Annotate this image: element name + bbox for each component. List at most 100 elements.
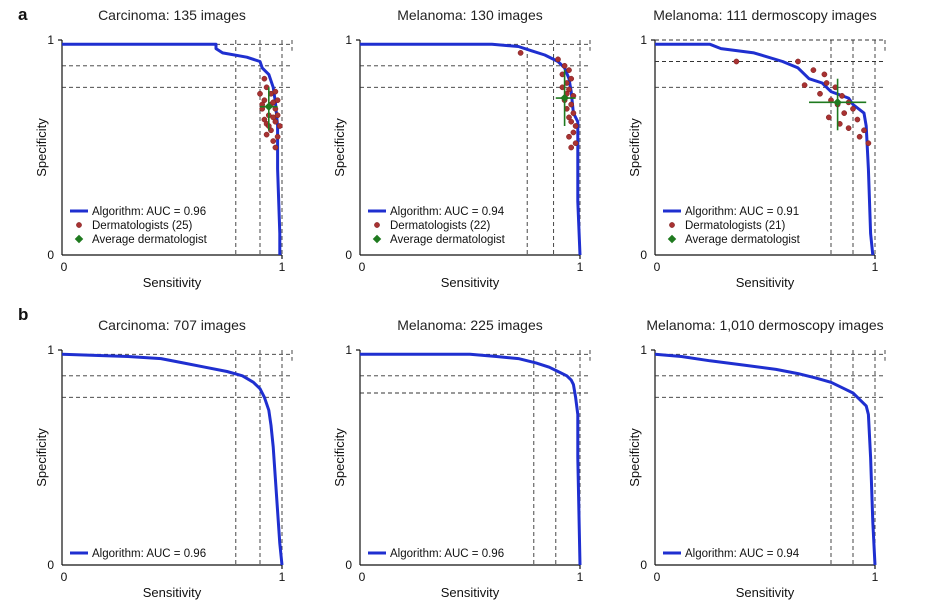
legend-dermatologists-label: Dermatologists (25) <box>92 220 193 232</box>
dermatologist-point <box>261 75 268 82</box>
dermatologist-point <box>517 50 524 56</box>
chart-title: Melanoma: 130 images <box>397 7 543 23</box>
x-tick-label-1: 1 <box>279 570 286 584</box>
dermatologist-point <box>568 118 575 125</box>
chart-6: Melanoma: 1,010 dermoscopy images 1 00 1 Sen… <box>627 317 886 600</box>
x-tick-label-0: 0 <box>359 570 366 584</box>
y-axis-label: Specificity <box>332 428 347 487</box>
algorithm-roc-curve <box>655 42 875 256</box>
dermatologist-point <box>261 116 268 123</box>
x-tick-label-0: 0 <box>654 260 661 274</box>
legend-dermatologists-label: Dermatologists (22) <box>390 220 491 232</box>
dermatologist-point <box>861 127 867 134</box>
y-tick-label-0: 0 <box>640 248 647 262</box>
legend-average-swatch <box>74 234 84 244</box>
average-dermatologist-point <box>264 102 274 111</box>
legend-algorithm-label: Algorithm: AUC = 0.96 <box>92 548 206 560</box>
y-tick-label-0: 0 <box>345 248 352 262</box>
x-axis-label: Sensitivity <box>143 585 202 600</box>
x-tick-label-0: 0 <box>654 570 661 584</box>
dermatologist-point <box>839 93 845 99</box>
dermatologist-point <box>568 101 575 108</box>
average-dermatologist-point <box>833 98 842 107</box>
x-tick-label-1: 1 <box>279 260 286 274</box>
dermatologist-point <box>263 131 270 138</box>
dermatologist-point <box>555 56 561 63</box>
dermatologist-point <box>272 88 279 95</box>
legend-average-swatch <box>372 234 382 244</box>
dermatologist-point <box>572 140 579 147</box>
dermatologist-point <box>274 133 281 140</box>
legend-average-label: Average dermatologist <box>92 234 208 246</box>
x-axis-label: Sensitivity <box>736 275 795 290</box>
chart-title: Melanoma: 111 dermoscopy images <box>653 7 877 23</box>
dermatologist-point <box>566 67 572 73</box>
algorithm-roc-curve <box>61 352 284 566</box>
dermatologist-point <box>865 140 872 147</box>
legend-average-label: Average dermatologist <box>390 234 506 246</box>
dermatologist-point <box>854 116 861 123</box>
chart-title: Carcinoma: 135 images <box>98 7 246 23</box>
y-tick-label-0: 0 <box>345 558 352 572</box>
x-tick-label-0: 0 <box>359 260 366 274</box>
algorithm-roc-curve <box>654 352 877 566</box>
dermatologist-point <box>850 105 856 112</box>
legend-dermatologists-swatch <box>76 222 82 228</box>
legend-algorithm-label: Algorithm: AUC = 0.96 <box>92 206 206 218</box>
x-tick-label-1: 1 <box>577 260 584 274</box>
legend-average-label: Average dermatologist <box>685 234 801 246</box>
legend-algorithm-label: Algorithm: AUC = 0.91 <box>685 206 799 218</box>
dermatologist-point <box>845 125 852 131</box>
dermatologist-point <box>566 133 572 140</box>
y-axis-label: Specificity <box>332 118 347 177</box>
y-tick-label-0: 0 <box>47 248 54 262</box>
dermatologist-point <box>570 129 577 136</box>
y-tick-label-0: 0 <box>47 558 54 572</box>
dermatologist-point <box>276 123 283 129</box>
y-axis-label: Specificity <box>627 428 642 487</box>
y-tick-label-1: 1 <box>345 343 352 357</box>
dermatologist-point <box>823 80 830 86</box>
dermatologist-point <box>856 133 863 140</box>
x-axis-label: Sensitivity <box>441 585 500 600</box>
legend-algorithm-label: Algorithm: AUC = 0.94 <box>390 206 505 218</box>
dermatologist-point <box>841 110 848 116</box>
panel-label-a: a <box>18 5 28 24</box>
dermatologist-point <box>272 118 279 125</box>
x-axis-label: Sensitivity <box>736 585 795 600</box>
y-axis-label: Specificity <box>34 428 49 487</box>
dermatologist-point <box>825 114 832 121</box>
chart-3: Melanoma: 111 dermoscopy images 1 00 1 Sensi… <box>627 7 886 290</box>
legend-algorithm-label: Algorithm: AUC = 0.94 <box>685 548 800 560</box>
y-tick-label-0: 0 <box>640 558 647 572</box>
chart-title: Melanoma: 225 images <box>397 317 543 333</box>
y-tick-label-1: 1 <box>640 33 647 47</box>
legend-dermatologists-swatch <box>374 222 380 228</box>
x-tick-label-1: 1 <box>577 570 584 584</box>
chart-1: Carcinoma: 135 images 1 00 1 Sensitivity Spec… <box>34 7 293 290</box>
x-tick-label-0: 0 <box>61 260 68 274</box>
dermatologist-point <box>570 110 577 116</box>
dermatologist-point <box>568 75 575 82</box>
y-tick-label-1: 1 <box>640 343 647 357</box>
dermatologist-point <box>257 90 263 97</box>
x-tick-label-1: 1 <box>872 570 879 584</box>
legend-dermatologists-swatch <box>669 222 675 228</box>
dermatologist-point <box>817 90 823 97</box>
x-tick-label-1: 1 <box>872 260 879 274</box>
dermatologist-point <box>270 138 277 144</box>
x-axis-label: Sensitivity <box>441 275 500 290</box>
y-axis-label: Specificity <box>627 118 642 177</box>
y-axis-label: Specificity <box>34 118 49 177</box>
dermatologist-point <box>801 82 808 89</box>
algorithm-roc-curve <box>62 42 282 255</box>
legend-dermatologists-label: Dermatologists (21) <box>685 220 786 232</box>
legend-algorithm-label: Algorithm: AUC = 0.96 <box>390 548 504 560</box>
chart-title: Carcinoma: 707 images <box>98 317 246 333</box>
dermatologist-point <box>272 144 279 151</box>
dermatologist-point <box>733 58 740 65</box>
dermatologist-point <box>795 58 801 65</box>
dermatologist-point <box>821 71 828 78</box>
